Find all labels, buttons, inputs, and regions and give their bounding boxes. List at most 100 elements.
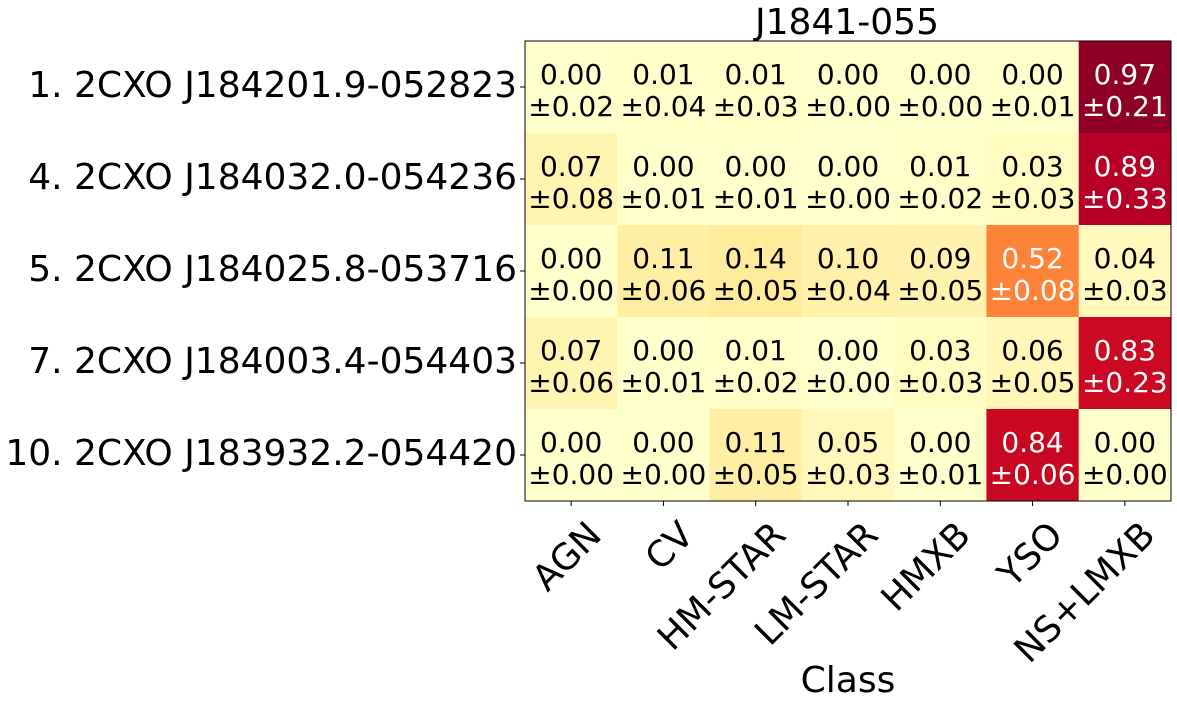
y-tick-label: 4. 2CXO J184032.0-054236 <box>28 157 517 198</box>
heatmap-cell <box>709 41 803 134</box>
cell-error-label: ±0.00 <box>528 274 614 307</box>
cell-value-label: 0.01 <box>632 58 694 91</box>
cell-value-label: 0.11 <box>632 242 694 275</box>
y-tick-label: 10. 2CXO J183932.2-054420 <box>5 433 517 474</box>
cell-error-label: ±0.05 <box>713 274 799 307</box>
cell-value-label: 0.52 <box>1001 242 1063 275</box>
y-axis: 1. 2CXO J184201.9-052823 4. 2CXO J184032.… <box>5 65 525 474</box>
heatmap-cell <box>1078 133 1172 226</box>
cell-value-label: 0.10 <box>817 242 879 275</box>
heatmap-cell <box>709 317 803 410</box>
y-tick-label: 7. 2CXO J184003.4-054403 <box>28 341 517 382</box>
x-tick-label: CV <box>638 514 702 578</box>
cell-value-label: 0.00 <box>632 150 694 183</box>
x-tick-label: HMXB <box>874 514 979 619</box>
cell-value-label: 0.05 <box>817 426 879 459</box>
heatmap-cell <box>525 225 618 318</box>
cell-value-label: 0.00 <box>909 58 971 91</box>
cell-value-label: 0.00 <box>817 334 879 367</box>
cell-error-label: ±0.02 <box>528 90 614 123</box>
cell-value-label: 0.00 <box>540 426 602 459</box>
cell-value-label: 0.09 <box>909 242 971 275</box>
cell-value-label: 0.14 <box>725 242 787 275</box>
cell-error-label: ±0.00 <box>528 458 614 491</box>
heatmap-cell <box>525 41 618 134</box>
cell-value-label: 0.11 <box>725 426 787 459</box>
cell-value-label: 0.00 <box>632 426 694 459</box>
heatmap-cell <box>617 41 711 134</box>
heatmap-cell <box>1078 41 1172 134</box>
cell-value-label: 0.00 <box>1001 58 1063 91</box>
cell-value-label: 0.00 <box>725 150 787 183</box>
heatmap-cells <box>525 41 1172 502</box>
x-tick-label: AGN <box>525 514 610 599</box>
cell-error-label: ±0.23 <box>1082 366 1168 399</box>
cell-value-label: 0.03 <box>1001 150 1063 183</box>
heatmap-cell <box>525 133 618 226</box>
cell-value-label: 0.07 <box>540 334 602 367</box>
cell-value-label: 0.97 <box>1094 58 1156 91</box>
heatmap-cell <box>801 133 895 226</box>
heatmap-cell <box>801 409 895 502</box>
heatmap-cell <box>709 225 803 318</box>
heatmap-cell <box>986 409 1080 502</box>
cell-error-label: ±0.02 <box>713 366 799 399</box>
cell-value-label: 0.06 <box>1001 334 1063 367</box>
cell-value-label: 0.04 <box>1094 242 1156 275</box>
cell-error-label: ±0.05 <box>990 366 1076 399</box>
cell-error-label: ±0.01 <box>897 458 983 491</box>
cell-value-label: 0.84 <box>1001 426 1063 459</box>
cell-error-label: ±0.00 <box>621 458 707 491</box>
heatmap-cell <box>894 225 987 318</box>
heatmap-cell <box>894 317 987 410</box>
cell-value-label: 0.00 <box>817 58 879 91</box>
heatmap-cell <box>986 41 1080 134</box>
cell-error-label: ±0.02 <box>897 182 983 215</box>
cell-value-label: 0.00 <box>540 242 602 275</box>
heatmap-cell <box>709 409 803 502</box>
cell-value-label: 0.00 <box>540 58 602 91</box>
heatmap-cell <box>986 133 1080 226</box>
cell-error-label: ±0.05 <box>897 274 983 307</box>
heatmap-cell <box>617 409 711 502</box>
cell-error-label: ±0.08 <box>990 274 1076 307</box>
cell-value-label: 0.07 <box>540 150 602 183</box>
heatmap-cell <box>801 41 895 134</box>
cell-error-label: ±0.06 <box>990 458 1076 491</box>
heatmap-cell <box>986 317 1080 410</box>
cell-value-label: 0.89 <box>1094 150 1156 183</box>
cell-error-label: ±0.03 <box>805 458 891 491</box>
cell-value-label: 0.00 <box>909 426 971 459</box>
cell-value-label: 0.03 <box>909 334 971 367</box>
cell-value-label: 0.00 <box>632 334 694 367</box>
heatmap-cell-labels: 0.00±0.020.01±0.040.01±0.030.00±0.000.00… <box>528 58 1168 491</box>
cell-error-label: ±0.33 <box>1082 182 1168 215</box>
cell-error-label: ±0.03 <box>1082 274 1168 307</box>
heatmap-cell <box>525 409 618 502</box>
y-tick-label: 5. 2CXO J184025.8-053716 <box>28 249 517 290</box>
cell-error-label: ±0.03 <box>990 182 1076 215</box>
cell-error-label: ±0.00 <box>805 182 891 215</box>
cell-error-label: ±0.01 <box>621 182 707 215</box>
cell-value-label: 0.01 <box>725 334 787 367</box>
x-axis-label: Class <box>801 660 896 701</box>
heatmap-cell <box>801 225 895 318</box>
heatmap-cell <box>617 133 711 226</box>
heatmap-cell <box>709 133 803 226</box>
cell-error-label: ±0.04 <box>805 274 891 307</box>
heatmap-cell <box>801 317 895 410</box>
cell-error-label: ±0.21 <box>1082 90 1168 123</box>
cell-error-label: ±0.06 <box>621 274 707 307</box>
heatmap-cell <box>894 409 987 502</box>
heatmap-cell <box>1078 317 1172 410</box>
cell-error-label: ±0.03 <box>713 90 799 123</box>
cell-value-label: 0.01 <box>725 58 787 91</box>
heatmap-cell <box>617 225 711 318</box>
heatmap-cell <box>1078 409 1172 502</box>
heatmap-cell <box>525 317 618 410</box>
cell-value-label: 0.01 <box>909 150 971 183</box>
chart-title: J1841-055 <box>753 2 939 43</box>
cell-error-label: ±0.01 <box>621 366 707 399</box>
